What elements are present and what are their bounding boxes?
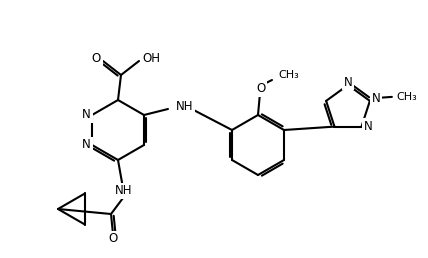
Text: O: O (92, 52, 101, 64)
Text: N: N (82, 139, 91, 151)
Text: NH: NH (115, 184, 133, 198)
Text: N: N (372, 92, 380, 105)
Text: O: O (256, 83, 266, 95)
Text: CH₃: CH₃ (397, 92, 418, 102)
Text: OH: OH (142, 52, 160, 64)
Text: N: N (344, 76, 352, 88)
Text: N: N (363, 120, 372, 133)
Text: O: O (108, 232, 118, 246)
Text: NH: NH (176, 101, 193, 114)
Text: CH₃: CH₃ (278, 70, 299, 80)
Text: N: N (82, 109, 91, 122)
